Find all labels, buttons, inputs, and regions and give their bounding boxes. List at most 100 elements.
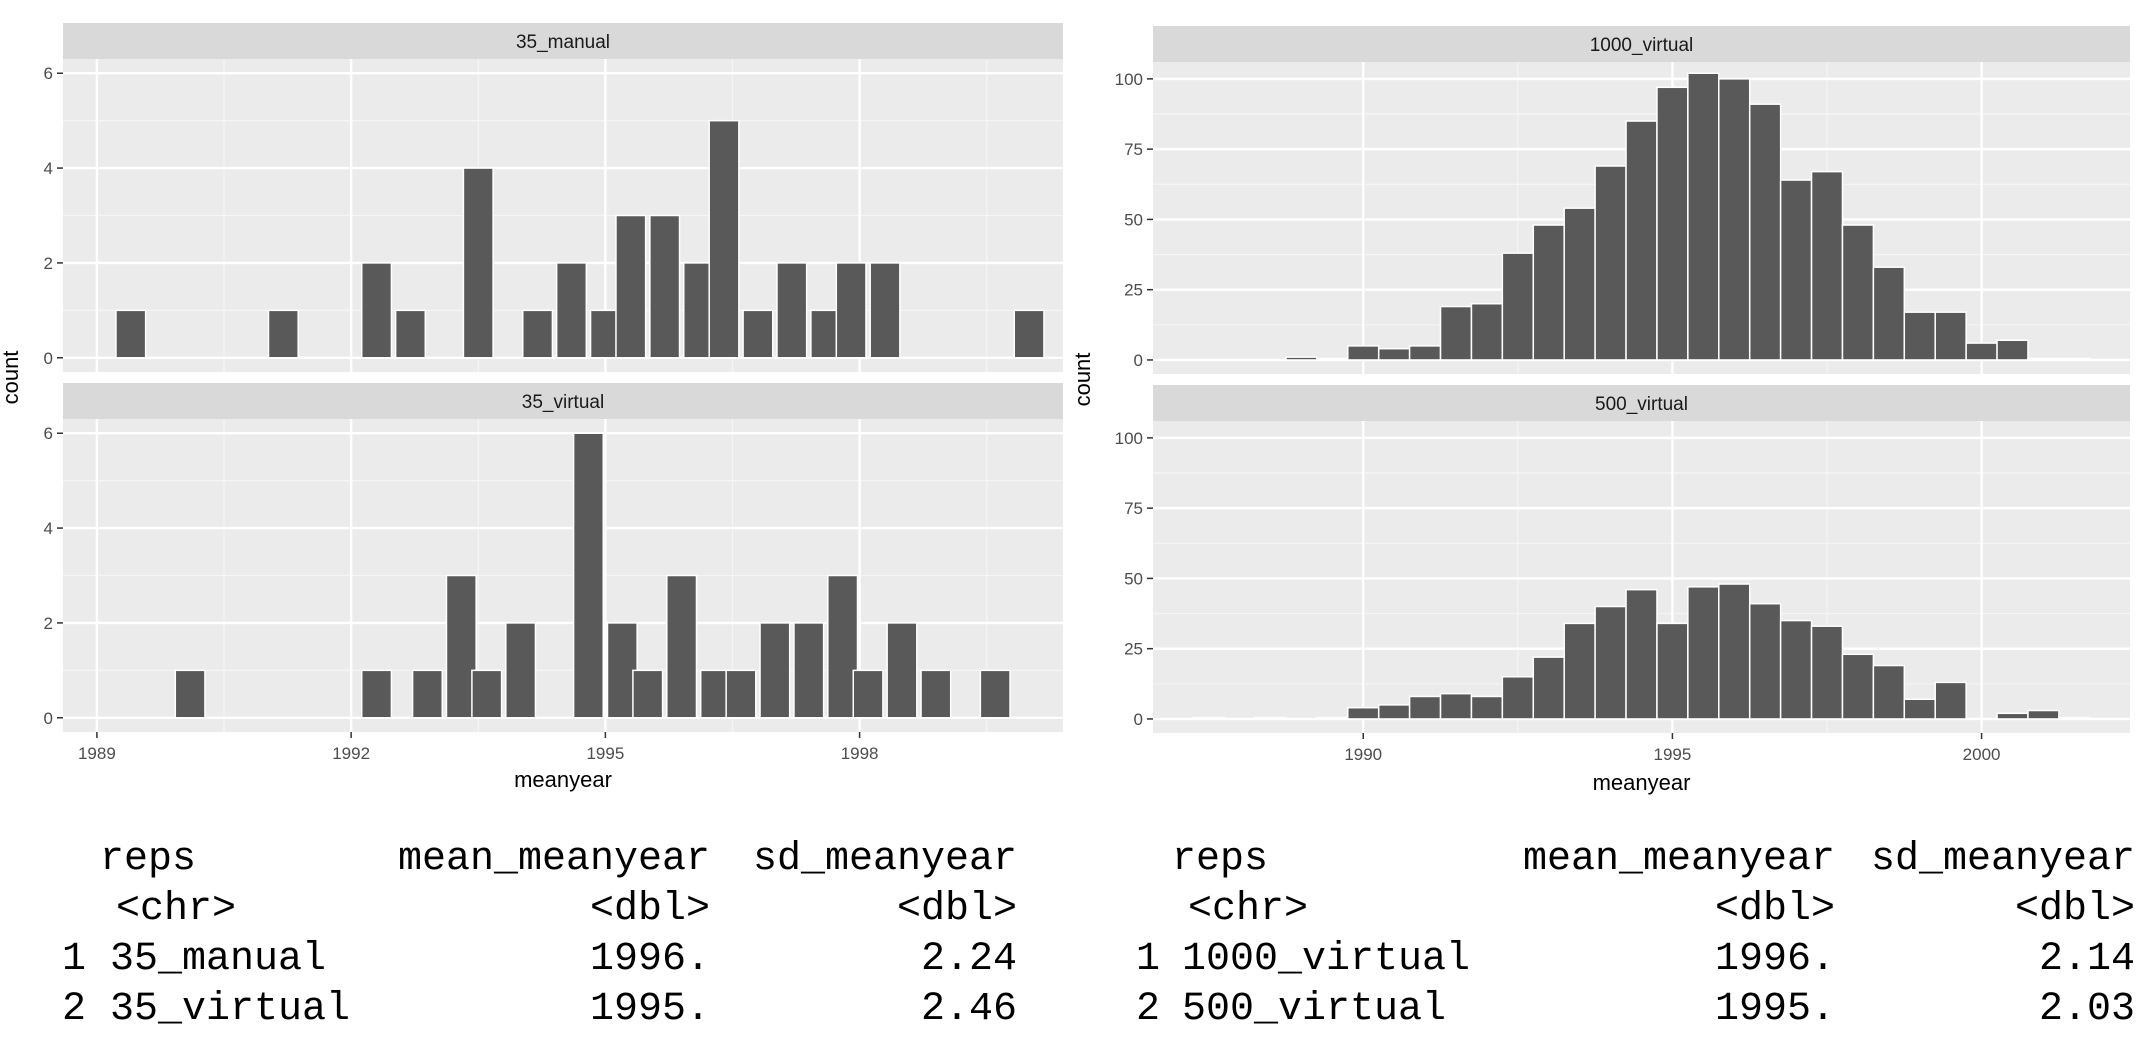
histogram-bar xyxy=(835,262,867,359)
summary-table-2: reps mean_meanyear sd_meanyear <chr> <dbl> <d… xyxy=(1136,837,2135,1032)
histogram-bar xyxy=(471,669,503,719)
histogram-bar xyxy=(1316,716,1349,720)
histogram-bar xyxy=(1996,712,2029,720)
histogram-bar xyxy=(1254,716,1287,720)
histogram-bar xyxy=(1996,339,2029,361)
facet-strip xyxy=(63,23,1063,59)
table-header-mean: mean_meanyear xyxy=(1523,837,1835,882)
facet-strip-label: 1000_virtual xyxy=(1590,35,1694,56)
histogram-bar xyxy=(1656,86,1689,361)
histogram-bar xyxy=(1872,664,1906,720)
y-tick-label: 100 xyxy=(1115,70,1143,89)
table-cell-sd: 2.14 xyxy=(2039,937,2135,982)
x-tick-label: 1995 xyxy=(586,744,624,763)
facet-1000_virtual: 1000_virtual 0 25 50 75 100 xyxy=(1115,26,2130,374)
histogram-bar xyxy=(886,622,918,719)
facet-500_virtual: 500_virtual 0 25 50 75 100 xyxy=(1115,385,2130,733)
table-cell-mean: 1995. xyxy=(1715,987,1835,1032)
y-tick-label: 100 xyxy=(1115,429,1143,448)
histogram-bar xyxy=(174,669,206,719)
table-cell-mean: 1995. xyxy=(590,987,710,1032)
histogram-bar xyxy=(1934,311,1967,361)
table-cell-reps: 500_virtual xyxy=(1182,987,1446,1032)
histogram-bar xyxy=(1501,676,1535,720)
y-axis-title: count xyxy=(1070,353,1095,407)
x-tick-label: 2000 xyxy=(1963,745,2001,764)
histogram-bar xyxy=(708,119,740,359)
histogram-bar xyxy=(920,669,952,719)
histogram-bar xyxy=(1192,716,1225,720)
histogram-bar xyxy=(394,309,427,359)
table-header-reps: reps xyxy=(1172,837,1268,882)
y-axis-title: count xyxy=(0,351,23,405)
table-header-sd: sd_meanyear xyxy=(1871,837,2135,882)
table-cell-mean: 1996. xyxy=(590,937,710,982)
y-tick-label: 4 xyxy=(44,159,53,178)
histogram-bar xyxy=(2027,709,2060,720)
histogram-bar xyxy=(1779,619,1813,720)
histogram-bar xyxy=(2027,357,2060,361)
histogram-bar xyxy=(462,167,494,359)
histogram-bar xyxy=(1872,266,1906,361)
histogram-bar xyxy=(1377,704,1411,720)
histogram-bar xyxy=(1594,605,1627,720)
facet-35_manual: 35_manual 0 2 4 6 xyxy=(44,23,1063,372)
table-header-sd: sd_meanyear xyxy=(753,837,1017,882)
histogram-bar xyxy=(615,214,647,359)
histogram-bar xyxy=(115,309,147,359)
facet-strip xyxy=(1153,26,2130,62)
histogram-bar xyxy=(1316,357,1349,361)
y-tick-label: 0 xyxy=(1134,710,1143,729)
x-tick-label: 1998 xyxy=(841,744,879,763)
histogram-bar xyxy=(1656,622,1689,720)
histogram-bar xyxy=(1779,179,1813,361)
y-tick-label: 50 xyxy=(1124,569,1143,588)
histogram-bar xyxy=(1903,311,1936,361)
histogram-bar xyxy=(505,622,537,719)
histogram-bar xyxy=(1841,224,1875,361)
histogram-bar xyxy=(1718,583,1751,720)
histogram-bar xyxy=(2058,716,2091,720)
table-cell-sd: 2.46 xyxy=(921,987,1017,1032)
histogram-bar xyxy=(1285,356,1318,361)
histogram-bar xyxy=(869,262,901,359)
histogram-bar xyxy=(1687,72,1720,361)
table-cell-reps: 1000_virtual xyxy=(1182,937,1470,982)
histogram-bar xyxy=(725,669,757,719)
table-cell-sd: 2.24 xyxy=(921,937,1017,982)
facet-35_virtual: 35_virtual 0 2 4 6 xyxy=(44,383,1063,732)
summary-table-1: reps mean_meanyear sd_meanyear <chr> <dbl> <d… xyxy=(62,837,1017,1032)
histogram-bar xyxy=(1625,120,1658,361)
table-type-dbl: <dbl> xyxy=(590,887,710,932)
table-type-chr: <chr> xyxy=(116,887,236,932)
histogram-bar xyxy=(1408,695,1442,720)
histogram-bar xyxy=(793,622,825,719)
histogram-bar xyxy=(979,669,1011,719)
histogram-bar xyxy=(1347,345,1380,361)
y-tick-label: 0 xyxy=(1134,351,1143,370)
histogram-bar xyxy=(1841,653,1875,720)
x-tick-label: 1995 xyxy=(1654,745,1692,764)
table-row-index: 1 xyxy=(62,937,86,982)
facet-strip xyxy=(63,383,1063,419)
histogram-bar xyxy=(1687,586,1720,720)
table-header-mean: mean_meanyear xyxy=(398,837,710,882)
histogram-bar xyxy=(411,669,443,719)
table-cell-mean: 1996. xyxy=(1715,937,1835,982)
histogram-bar xyxy=(1718,78,1751,361)
histogram-bar xyxy=(1965,342,1998,361)
histogram-bar xyxy=(666,574,698,719)
y-tick-label: 50 xyxy=(1124,210,1143,229)
table-cell-sd: 2.03 xyxy=(2039,987,2135,1032)
histogram-bar xyxy=(267,309,299,359)
histogram-bar xyxy=(1347,706,1380,720)
y-tick-label: 6 xyxy=(44,424,53,443)
table-cell-reps: 35_manual xyxy=(110,937,326,982)
y-tick-label: 2 xyxy=(44,254,53,273)
table-type-dbl: <dbl> xyxy=(1715,887,1835,932)
histogram-bar xyxy=(1810,625,1844,720)
table-type-chr: <chr> xyxy=(1188,887,1308,932)
chart-2: 1000_virtual 0 25 50 75 100 500_virtual 0 25 50 75… xyxy=(1070,26,2130,795)
y-tick-label: 0 xyxy=(44,709,53,728)
table-row-index: 1 xyxy=(1136,937,1160,982)
